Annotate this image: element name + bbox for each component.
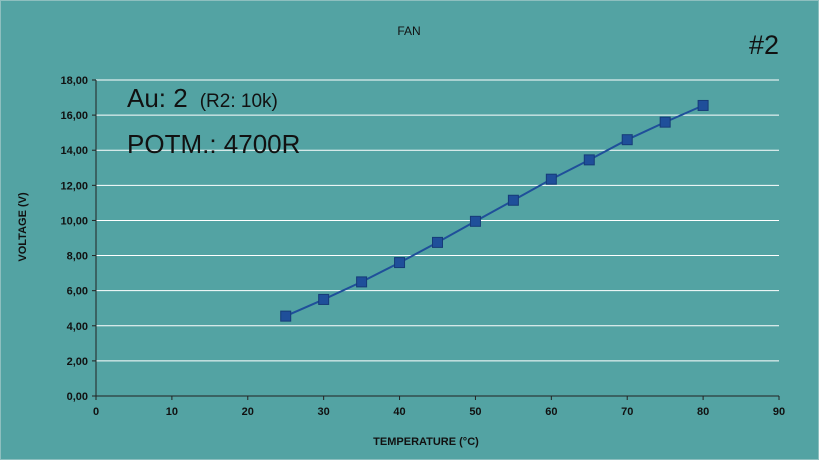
series-line: [285, 104, 704, 318]
au-annotation: Au: 2 (R2: 10k): [127, 83, 278, 113]
data-point-marker: [469, 215, 481, 227]
y-tick-label: 8,00: [67, 251, 88, 263]
potm-annotation: POTM.: 4700R: [127, 129, 300, 159]
data-point-marker: [356, 276, 368, 288]
x-tick-label: 0: [93, 406, 99, 418]
x-tick-label: 90: [773, 406, 785, 418]
y-tick-label: 18,00: [60, 75, 88, 87]
y-tick-label: 12,00: [60, 180, 88, 192]
x-tick-label: 50: [469, 406, 481, 418]
data-point-marker: [697, 99, 709, 111]
x-tick-label: 10: [166, 406, 178, 418]
chart-title: FAN: [397, 24, 420, 38]
x-tick-labels: 0 10 20 30 40 50 60 70 80 90: [93, 406, 785, 418]
x-tick-label: 20: [242, 406, 254, 418]
data-point-marker: [621, 134, 633, 146]
x-tick-label: 30: [318, 406, 330, 418]
data-point-marker: [280, 310, 292, 322]
y-tick-label: 6,00: [67, 286, 88, 298]
data-point-marker: [432, 236, 443, 248]
series-layer: [280, 99, 709, 322]
y-tick-label: 2,00: [67, 356, 88, 368]
x-axis-title: TEMPERATURE (°C): [373, 436, 479, 448]
data-point-marker: [659, 116, 671, 128]
data-point-marker: [583, 154, 595, 166]
corner-label: #2: [749, 30, 779, 60]
y-tick-label: 10,00: [60, 215, 88, 227]
data-point-marker: [545, 173, 557, 185]
y-tick-label: 4,00: [67, 321, 88, 333]
y-tick-labels: 0,00 2,00 4,00 6,00 8,00 10,00 12,00 14,00 16,00…: [60, 75, 88, 403]
x-tick-label: 70: [621, 406, 633, 418]
grid-layer: [96, 79, 779, 362]
data-point-marker: [507, 194, 519, 206]
axis-layer: [92, 79, 780, 400]
data-point-marker: [318, 293, 330, 305]
y-tick-label: 16,00: [60, 110, 88, 122]
y-tick-label: 0,00: [67, 391, 88, 403]
y-axis-title: VOLTAGE (V): [17, 192, 29, 262]
x-tick-label: 60: [545, 406, 557, 418]
y-tick-label: 14,00: [60, 145, 88, 157]
data-point-marker: [394, 257, 406, 269]
x-tick-label: 80: [697, 406, 709, 418]
au-note: (R2: 10k): [200, 91, 278, 112]
au-main: Au: 2: [127, 83, 188, 113]
x-tick-label: 40: [393, 406, 405, 418]
